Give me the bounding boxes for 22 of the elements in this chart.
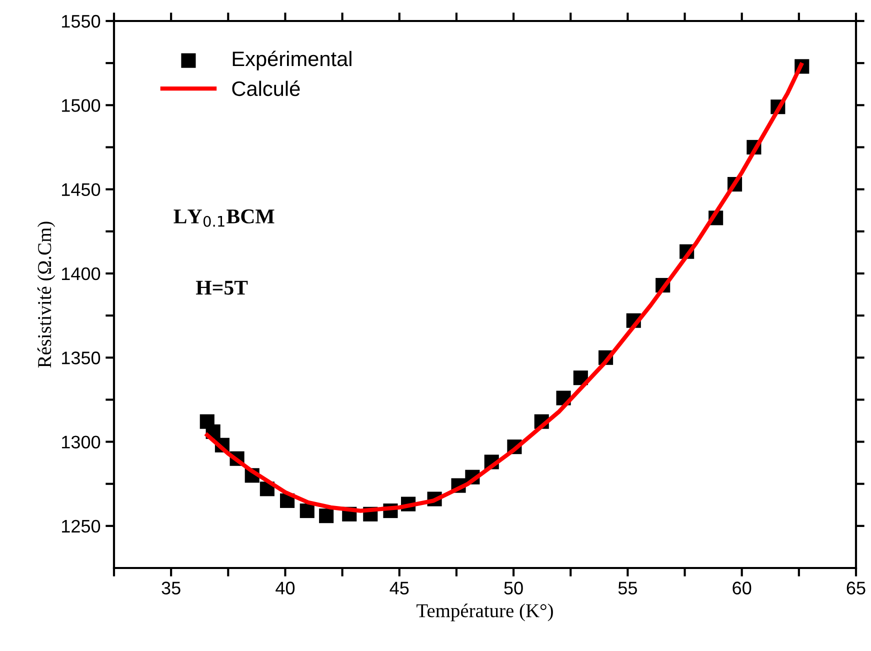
legend-label: Expérimental: [232, 50, 352, 70]
x-tick-label: 40: [276, 582, 295, 594]
y-tick-label: 1450: [62, 183, 100, 196]
y-tick-label: 1400: [62, 267, 100, 280]
y-tick-label: 1500: [62, 99, 100, 112]
annotation: LY$_{0.1}$BCM: [174, 209, 274, 227]
x-tick-label: 65: [846, 582, 866, 594]
x-tick-label: 45: [390, 582, 409, 594]
x-tick-label: 35: [162, 582, 180, 594]
point: [300, 503, 314, 518]
x-tick-label: 60: [732, 582, 752, 594]
point: [319, 508, 334, 524]
annotation: H=5T: [196, 280, 248, 295]
legend-label: Calculé: [232, 80, 300, 96]
y-axis-title: Résistivité (Ω.Cm): [37, 222, 56, 368]
x-tick-label: 50: [504, 582, 523, 594]
y-tick-label: 1550: [62, 14, 100, 28]
x-axis-title: Température (K°): [416, 604, 553, 622]
y-tick-label: 1250: [62, 520, 100, 533]
y-tick-label: 1300: [62, 436, 100, 448]
x-tick-label: 55: [618, 582, 637, 594]
y-tick-label: 1350: [62, 352, 100, 364]
